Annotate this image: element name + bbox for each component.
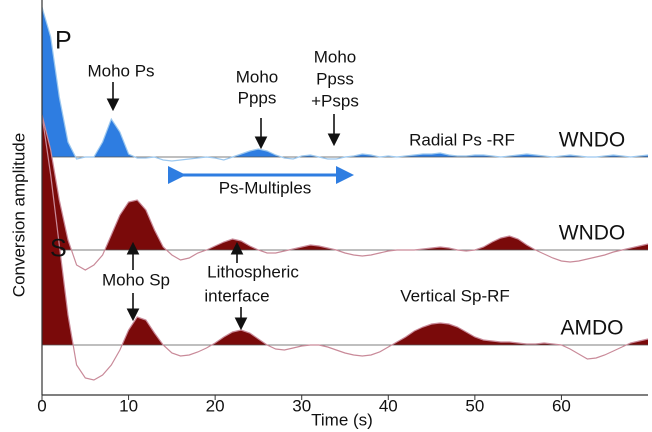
annotation: interface <box>204 286 269 305</box>
series-label: WNDO <box>559 129 626 152</box>
series-label: AMDO <box>561 317 624 340</box>
x-tick-label: 30 <box>292 396 311 415</box>
annotation: Ppss <box>316 69 354 88</box>
trace <box>41 114 649 271</box>
annotation: Vertical Sp-RF <box>400 286 510 305</box>
annotation: S <box>50 235 67 263</box>
x-tick-label: 10 <box>119 396 138 415</box>
annotation: Ps-Multiples <box>219 178 312 197</box>
annotation: Moho Sp <box>102 270 170 289</box>
annotation: Moho <box>314 47 357 66</box>
annotation: Ppps <box>238 88 277 107</box>
x-tick-label: 40 <box>379 396 398 415</box>
annotation: Radial Ps -RF <box>409 130 515 149</box>
series-label: WNDO <box>559 222 626 245</box>
annotation: Moho Ps <box>87 61 154 80</box>
x-tick-label: 60 <box>552 396 571 415</box>
annotation: Lithospheric <box>207 262 299 281</box>
annotation: Moho <box>236 67 279 86</box>
x-tick-label: 20 <box>206 396 225 415</box>
annotation: +Psps <box>311 91 359 110</box>
x-tick-label: 50 <box>465 396 484 415</box>
y-axis-title: Conversion amplitude <box>9 133 28 297</box>
annotation: P <box>55 27 72 55</box>
x-tick-label: 0 <box>37 396 46 415</box>
x-axis-title: Time (s) <box>311 410 373 429</box>
trace <box>41 6 649 162</box>
trace <box>41 114 649 381</box>
